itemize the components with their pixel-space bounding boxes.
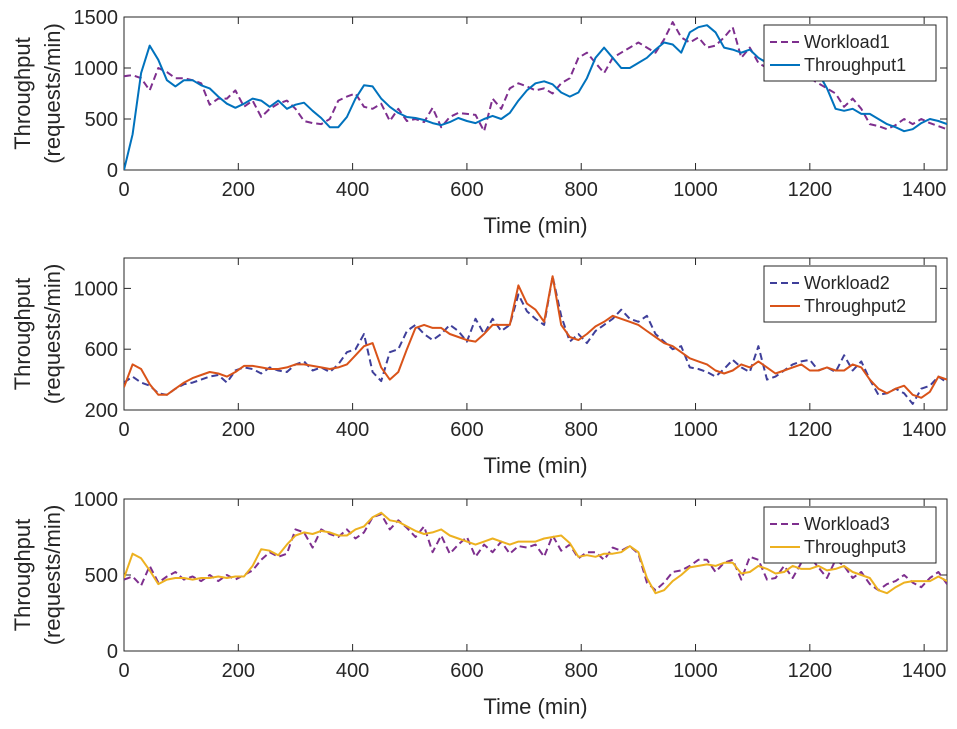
y-tick-label: 500 [85,109,118,131]
legend-label-workload3: Workload3 [804,514,890,534]
x-tick-label: 400 [336,419,369,441]
legend-label-workload1: Workload1 [804,32,890,52]
x-tick-label: 800 [565,419,598,441]
legend-box [763,24,937,82]
legend-label-throughput2: Throughput2 [804,296,906,316]
series-line-throughput2 [124,275,947,399]
legend: Workload1 Throughput1 [763,24,937,82]
legend: Workload2 Throughput2 [763,265,937,323]
series-line-workload1 [124,21,947,133]
x-tick-label: 800 [565,660,598,682]
x-tick-label: 200 [222,419,255,441]
legend-label-throughput1: Throughput1 [804,55,906,75]
x-tick-label: 200 [222,660,255,682]
x-tick-label: 1000 [673,660,718,682]
x-tick-label: 800 [565,179,598,201]
y-axis-label-line-2: (requests/min) [40,505,65,646]
x-tick-label: 0 [118,419,129,441]
legend-box [763,265,937,323]
series-line-throughput3 [124,511,947,595]
x-tick-label: 1000 [673,419,718,441]
y-tick-label: 1500 [74,7,119,29]
y-tick-label: 1000 [74,278,119,300]
x-tick-label: 1400 [902,419,947,441]
y-tick-label: 0 [107,641,118,663]
legend: Workload3 Throughput3 [763,506,937,564]
legend-box [763,506,937,564]
chart-panel-2: 0 200 400 600 800 1000 1200 14002006001000Time … [10,257,948,478]
x-tick-label: 600 [450,419,483,441]
y-tick-label: 0 [107,160,118,182]
chart-panel-3: 0 200 400 600 800 1000 1200 1400 0 500 1000 Time (m… [10,489,948,719]
y-tick-label: 1000 [74,489,119,511]
series-line-workload2 [124,275,947,405]
x-tick-label: 0 [118,179,129,201]
x-tick-label: 600 [450,179,483,201]
x-tick-label: 1400 [902,179,947,201]
x-tick-label: 1400 [902,660,947,682]
x-tick-label: 1200 [788,660,833,682]
y-tick-label: 1000 [74,58,119,80]
y-tick-label: 200 [85,400,118,422]
legend-label-throughput3: Throughput3 [804,537,906,557]
x-axis-label: Time (min) [483,694,587,719]
y-tick-label: 600 [85,339,118,361]
x-tick-label: 600 [450,660,483,682]
x-tick-label: 0 [118,660,129,682]
chart-panel-1: 0 200 400 600 800 1000 1200 1400 0 500 1000 1500 Tim… [10,7,948,238]
x-axis-label: Time (min) [483,453,587,478]
y-axis-label-line-1: Throughput [10,519,35,632]
y-tick-label: 500 [85,565,118,587]
x-tick-label: 400 [336,179,369,201]
y-axis-label-line-2: (requests/min) [40,23,65,164]
y-axis-label-line-2: (requests/min) [40,264,65,405]
legend-label-workload2: Workload2 [804,273,890,293]
x-axis-label: Time (min) [483,213,587,238]
y-axis-label-line-1: Throughput [10,278,35,391]
x-tick-label: 1200 [788,179,833,201]
x-tick-label: 400 [336,660,369,682]
y-axis-label-line-1: Throughput [10,37,35,150]
x-tick-label: 1200 [788,419,833,441]
x-tick-label: 200 [222,179,255,201]
x-tick-label: 1000 [673,179,718,201]
